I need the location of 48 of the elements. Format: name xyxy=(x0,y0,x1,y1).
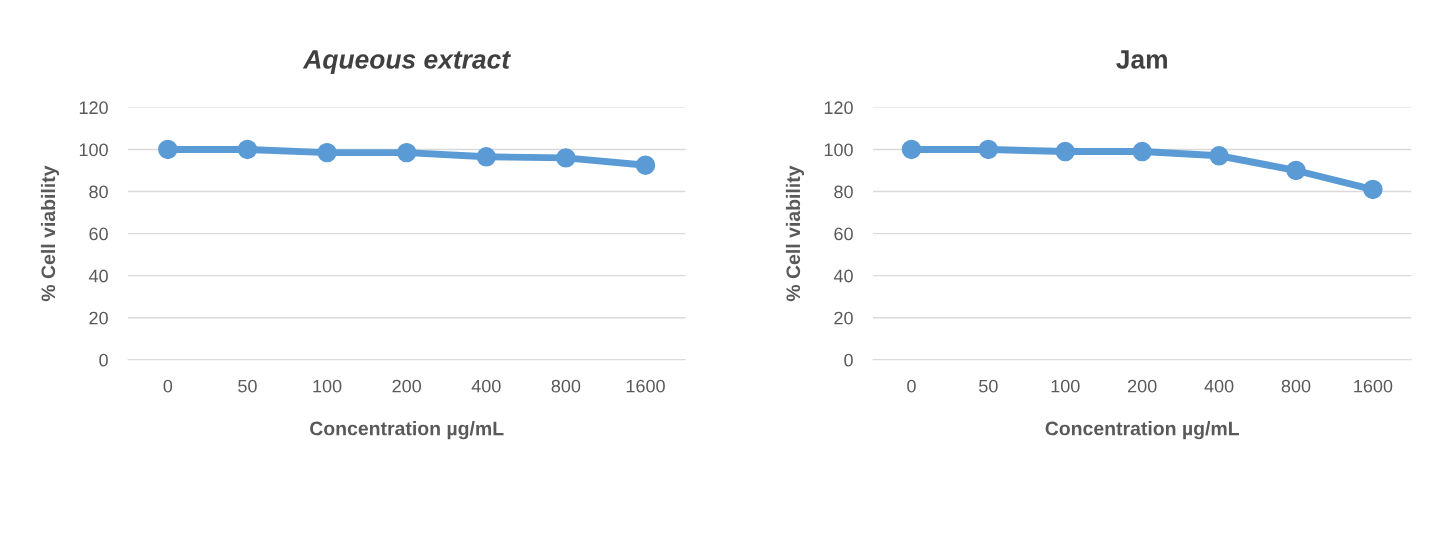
point xyxy=(1286,160,1306,181)
x-tick-label: 800 xyxy=(1281,379,1311,393)
x-tick-label: 100 xyxy=(1051,379,1080,393)
x-axis-title: Concentration µg/mL xyxy=(1045,421,1239,440)
x-tick-label: 50 xyxy=(238,379,257,393)
y-tick-label: 40 xyxy=(833,269,853,283)
y-tick-label: 60 xyxy=(834,227,853,241)
y-tick-label: 80 xyxy=(834,185,853,199)
point xyxy=(317,142,337,163)
x-tick-label: 800 xyxy=(551,379,581,393)
chart-title: Jam xyxy=(1116,50,1167,69)
x-tick-label: 400 xyxy=(471,379,501,393)
point xyxy=(396,142,417,163)
y-tick-label: 60 xyxy=(89,227,108,241)
x-tick-label: 1600 xyxy=(626,379,665,393)
x-tick-label: 400 xyxy=(1204,379,1234,393)
point xyxy=(476,147,497,167)
y-tick-label: 40 xyxy=(88,269,108,283)
point xyxy=(1209,146,1229,166)
y-axis-title: % Cell viability xyxy=(785,165,804,302)
y-tick-label: 0 xyxy=(844,353,853,367)
point xyxy=(635,155,656,175)
y-tick-label: 100 xyxy=(79,143,108,157)
x-tick-label: 1600 xyxy=(1354,379,1393,393)
point xyxy=(1055,141,1075,162)
y-tick-label: 120 xyxy=(79,101,108,115)
y-tick-label: 20 xyxy=(834,311,853,325)
x-tick-label: 0 xyxy=(907,379,916,393)
x-axis-title: Concentration µg/mL xyxy=(310,421,504,440)
point xyxy=(158,139,178,160)
chart-title: Aqueous extract xyxy=(302,50,511,74)
point xyxy=(237,139,258,160)
x-tick-label: 100 xyxy=(313,379,342,393)
y-tick-label: 80 xyxy=(89,185,108,199)
y-tick-label: 0 xyxy=(99,353,108,367)
point xyxy=(978,139,999,160)
x-tick-label: 200 xyxy=(392,379,422,393)
x-tick-label: 0 xyxy=(163,379,173,393)
y-tick-label: 20 xyxy=(89,311,108,325)
x-tick-label: 200 xyxy=(1128,379,1157,393)
point xyxy=(1132,141,1152,162)
y-tick-label: 120 xyxy=(824,101,853,115)
y-axis-title: % Cell viability xyxy=(40,165,60,302)
point xyxy=(1363,179,1383,200)
point xyxy=(901,139,922,160)
point xyxy=(556,148,576,168)
x-tick-label: 50 xyxy=(979,379,998,393)
y-tick-label: 100 xyxy=(824,143,853,157)
